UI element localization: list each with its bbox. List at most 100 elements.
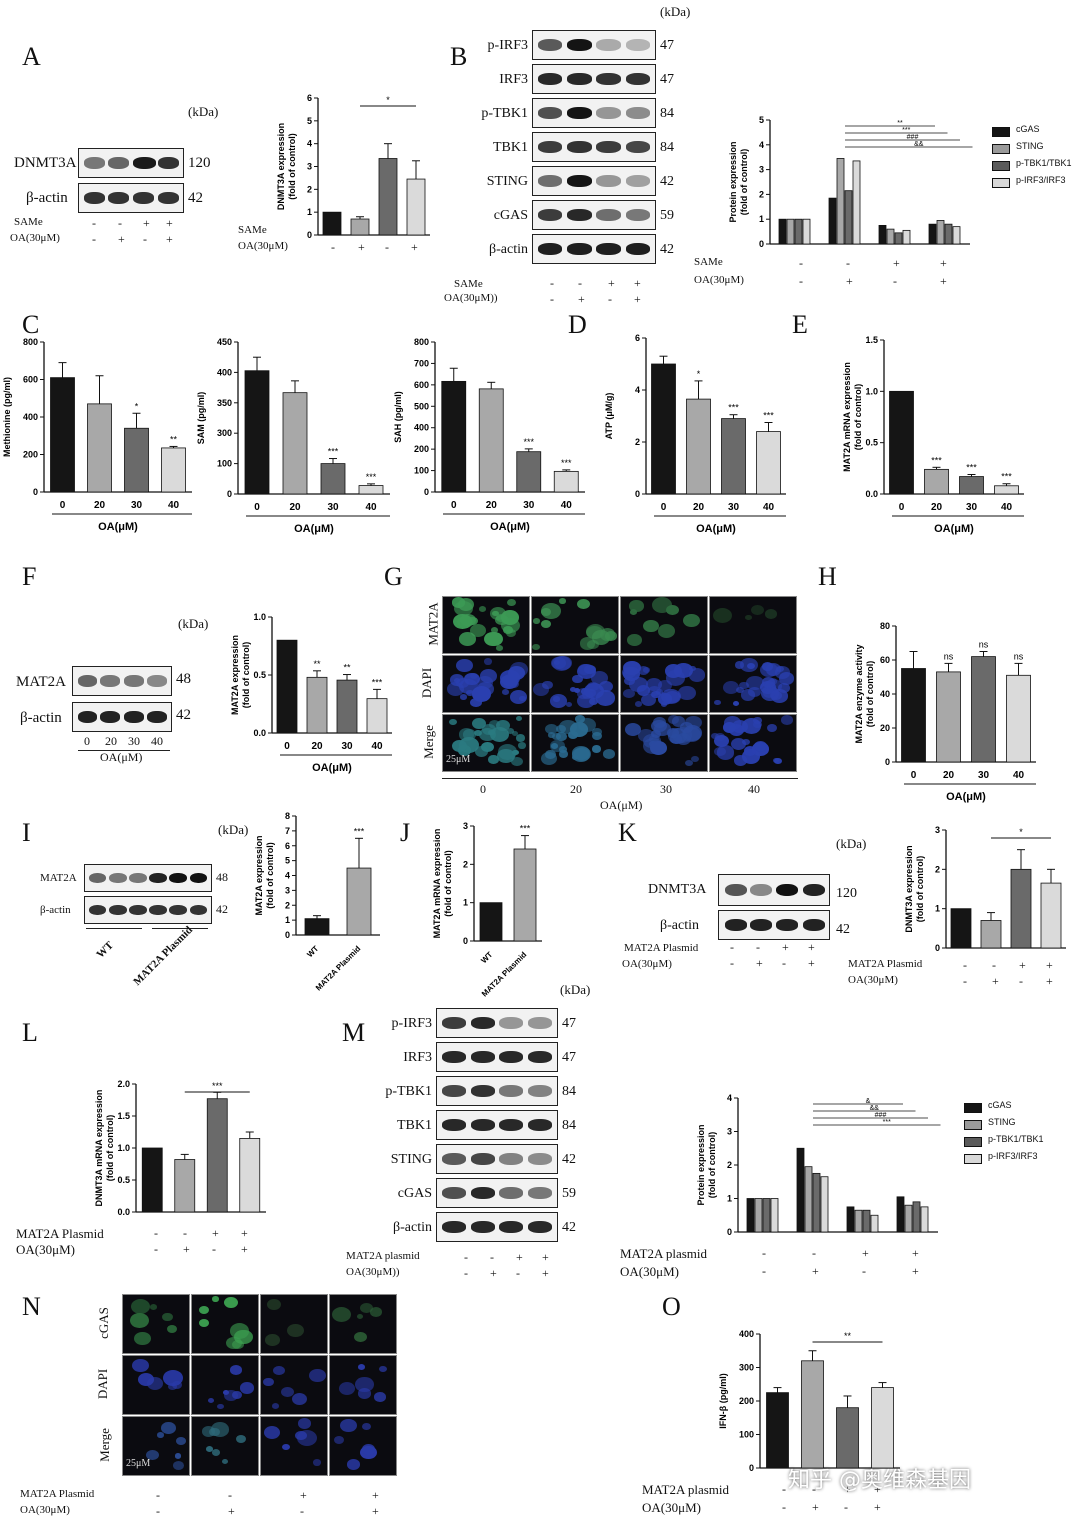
blot-row (532, 64, 656, 94)
blot-band (470, 1221, 495, 1233)
micro-cell (713, 735, 729, 748)
bar (206, 1098, 228, 1213)
y-tick-label: 8 (285, 811, 290, 821)
significance-label: * (697, 369, 701, 379)
bar (686, 398, 711, 495)
blot-band (499, 1187, 524, 1199)
significance-label: *** (372, 677, 383, 687)
x-tick-label: 20 (931, 502, 943, 513)
significance-label: && (870, 1105, 880, 1112)
sign: - (300, 1504, 304, 1518)
y-axis-label: DNMT3A expression (276, 123, 286, 210)
bar (124, 427, 149, 493)
x-axis-label: OA(μM) (696, 523, 736, 535)
significance-label: && (914, 141, 924, 148)
y-axis-label: MAT2A mRNA expression (432, 829, 442, 939)
sign: - (799, 274, 803, 288)
blot-band (625, 141, 651, 153)
dose: 20 (105, 734, 117, 748)
blot-row (436, 1212, 558, 1242)
y-axis-label: ATP (μM/g) (604, 393, 614, 440)
bar (1010, 868, 1032, 949)
sign: - (782, 1482, 786, 1496)
treat-label: MAT2A plasmid (346, 1250, 420, 1262)
y-tick-label: 3 (759, 165, 764, 175)
sign: - (516, 1266, 520, 1280)
significance-label: ns (1014, 651, 1024, 661)
y-tick-label: 0 (635, 489, 640, 499)
sign: - (963, 958, 967, 972)
blot-label: β-actin (20, 710, 62, 726)
bar (553, 470, 579, 493)
blot-label: β-actin (393, 1220, 432, 1235)
sign: - (844, 1500, 848, 1514)
micro-tile (531, 596, 619, 654)
bar (912, 1201, 921, 1233)
x-tick-label: 30 (523, 500, 535, 511)
micro-cell (147, 1377, 164, 1391)
micro-cell (198, 1318, 209, 1327)
sign: + (893, 256, 900, 270)
bar (980, 920, 1002, 949)
micro-cell (471, 686, 492, 702)
blot-kda: 84 (660, 106, 674, 121)
blot-band (470, 1017, 495, 1029)
micro-cell (515, 716, 523, 722)
group-rule (152, 928, 208, 929)
y-tick-label: 500 (414, 401, 429, 411)
micro-tile (191, 1416, 259, 1476)
bar (886, 228, 895, 245)
bar (950, 908, 972, 949)
micro-cell (201, 1426, 215, 1437)
micro-cell (736, 686, 744, 694)
micro-tile (329, 1416, 397, 1476)
legend-label: p-IRF3/IRF3 (1016, 175, 1066, 185)
x-tick-label: 30 (341, 741, 353, 752)
watermark: 知乎 @奥维森基因 (788, 1468, 971, 1493)
microscopy-panel-g: MAT2A DAPI Merge 25μM (419, 596, 800, 776)
y-tick-label: 3 (463, 821, 468, 831)
sign: - (212, 1242, 216, 1256)
sign: - (782, 1500, 786, 1514)
sign: - (756, 940, 760, 954)
sign: + (241, 1242, 248, 1256)
sign: - (893, 274, 897, 288)
kda-label: (kDa) (218, 822, 249, 837)
sign: - (385, 240, 389, 254)
micro-cell (548, 732, 556, 738)
bar (894, 232, 903, 245)
blot-label: β-actin (40, 904, 71, 916)
y-tick-label: 0 (285, 930, 290, 940)
sign: - (156, 1488, 160, 1502)
y-tick-label: 0.5 (253, 670, 266, 680)
micro-cell (666, 604, 680, 616)
micro-cell (675, 732, 692, 746)
sign: - (846, 256, 850, 270)
panel-letter-i: I (22, 818, 31, 847)
y-tick-label: 350 (217, 398, 232, 408)
dose: 20 (570, 782, 582, 796)
bar (846, 1206, 855, 1233)
micro-cell (495, 645, 504, 651)
micro-cell (741, 718, 762, 734)
legend-swatch (992, 161, 1010, 171)
micro-cell (650, 719, 667, 733)
micro-cell (657, 624, 675, 638)
micro-cell (558, 750, 569, 758)
treat-label: OA(30μM) (694, 274, 744, 286)
blot-label: β-actin (26, 190, 68, 206)
blot-row-dnmt3a (78, 148, 184, 178)
sign: + (782, 940, 789, 954)
blot-row (436, 1110, 558, 1140)
micro-cell (714, 746, 726, 756)
x-tick-label: 0 (254, 502, 260, 513)
y-axis-label: MAT2A enzyme activity (854, 644, 864, 743)
blot-band (537, 141, 563, 153)
blot-row-actin (84, 896, 212, 924)
x-label: OA(μM) (600, 798, 643, 812)
x-tick-label: MAT2A Plasmid (314, 944, 363, 993)
blot-band (537, 209, 563, 221)
bar (87, 403, 112, 493)
significance-label: * (1019, 827, 1023, 837)
